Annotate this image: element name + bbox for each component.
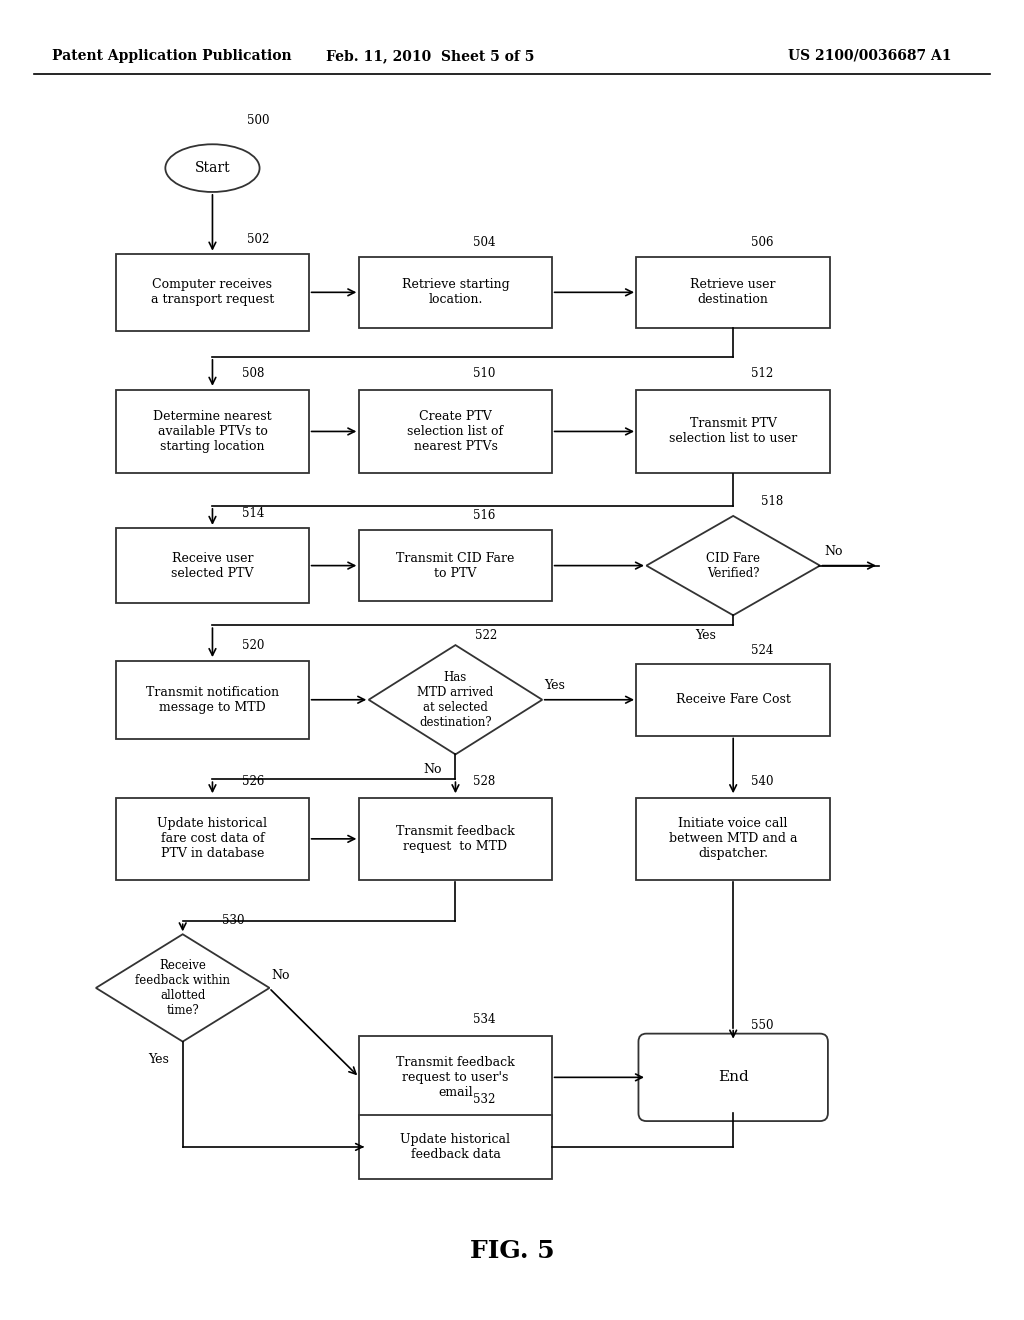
Text: Transmit feedback
request to user's
email: Transmit feedback request to user's emai… [396, 1056, 515, 1098]
FancyBboxPatch shape [637, 664, 829, 735]
FancyBboxPatch shape [358, 529, 552, 602]
Text: 510: 510 [473, 367, 496, 380]
Text: Retrieve starting
location.: Retrieve starting location. [401, 279, 509, 306]
Text: Has
MTD arrived
at selected
destination?: Has MTD arrived at selected destination? [418, 671, 494, 729]
Text: Receive user
selected PTV: Receive user selected PTV [171, 552, 254, 579]
Text: 522: 522 [475, 628, 498, 642]
FancyBboxPatch shape [358, 256, 552, 329]
Text: 520: 520 [243, 639, 264, 652]
Text: 500: 500 [247, 114, 269, 127]
Polygon shape [646, 516, 820, 615]
Text: 526: 526 [243, 775, 264, 788]
FancyBboxPatch shape [637, 391, 829, 473]
FancyBboxPatch shape [638, 1034, 828, 1121]
Text: Determine nearest
available PTVs to
starting location: Determine nearest available PTVs to star… [154, 411, 271, 453]
Polygon shape [369, 645, 543, 755]
Text: Receive Fare Cost: Receive Fare Cost [676, 693, 791, 706]
Text: 504: 504 [473, 236, 496, 249]
Text: 516: 516 [473, 510, 496, 523]
Text: Transmit feedback
request  to MTD: Transmit feedback request to MTD [396, 825, 515, 853]
Text: Retrieve user
destination: Retrieve user destination [690, 279, 776, 306]
Text: Receive
feedback within
allotted
time?: Receive feedback within allotted time? [135, 958, 230, 1016]
Text: Update historical
fare cost data of
PTV in database: Update historical fare cost data of PTV … [158, 817, 267, 861]
FancyBboxPatch shape [358, 391, 552, 473]
Text: Yes: Yes [695, 628, 717, 642]
Text: Initiate voice call
between MTD and a
dispatcher.: Initiate voice call between MTD and a di… [669, 817, 798, 861]
FancyBboxPatch shape [358, 1114, 552, 1179]
Text: Transmit notification
message to MTD: Transmit notification message to MTD [145, 686, 279, 714]
Text: 514: 514 [243, 507, 264, 520]
Text: 502: 502 [247, 234, 269, 246]
Text: US 2100/0036687 A1: US 2100/0036687 A1 [787, 49, 951, 63]
Text: Transmit CID Fare
to PTV: Transmit CID Fare to PTV [396, 552, 515, 579]
FancyBboxPatch shape [116, 797, 309, 880]
Text: No: No [424, 763, 442, 776]
Text: Yes: Yes [148, 1053, 169, 1067]
Text: Update historical
feedback data: Update historical feedback data [400, 1133, 510, 1160]
Text: End: End [718, 1071, 749, 1084]
Polygon shape [96, 935, 269, 1041]
Text: 506: 506 [751, 236, 773, 249]
Text: CID Fare
Verified?: CID Fare Verified? [707, 552, 760, 579]
Text: 508: 508 [243, 367, 264, 380]
FancyBboxPatch shape [358, 797, 552, 880]
Text: Start: Start [195, 161, 230, 176]
Text: 534: 534 [473, 1014, 496, 1026]
Text: Transmit PTV
selection list to user: Transmit PTV selection list to user [669, 417, 798, 445]
FancyBboxPatch shape [116, 528, 309, 603]
FancyBboxPatch shape [637, 797, 829, 880]
Text: Computer receives
a transport request: Computer receives a transport request [151, 279, 274, 306]
FancyBboxPatch shape [637, 256, 829, 329]
FancyBboxPatch shape [358, 1036, 552, 1118]
Text: 540: 540 [751, 775, 773, 788]
Text: No: No [824, 545, 843, 558]
Text: FIG. 5: FIG. 5 [470, 1239, 554, 1263]
Text: 550: 550 [751, 1019, 773, 1032]
Ellipse shape [165, 144, 259, 191]
Text: Create PTV
selection list of
nearest PTVs: Create PTV selection list of nearest PTV… [408, 411, 504, 453]
Text: 528: 528 [473, 775, 496, 788]
Text: 530: 530 [222, 913, 245, 927]
FancyBboxPatch shape [116, 253, 309, 331]
FancyBboxPatch shape [116, 391, 309, 473]
Text: 532: 532 [473, 1093, 496, 1106]
Text: No: No [271, 969, 290, 982]
Text: Patent Application Publication: Patent Application Publication [52, 49, 292, 63]
Text: Yes: Yes [544, 680, 564, 692]
Text: 512: 512 [751, 367, 773, 380]
Text: 518: 518 [761, 495, 783, 507]
Text: 524: 524 [751, 644, 773, 656]
FancyBboxPatch shape [116, 661, 309, 738]
Text: Feb. 11, 2010  Sheet 5 of 5: Feb. 11, 2010 Sheet 5 of 5 [327, 49, 535, 63]
